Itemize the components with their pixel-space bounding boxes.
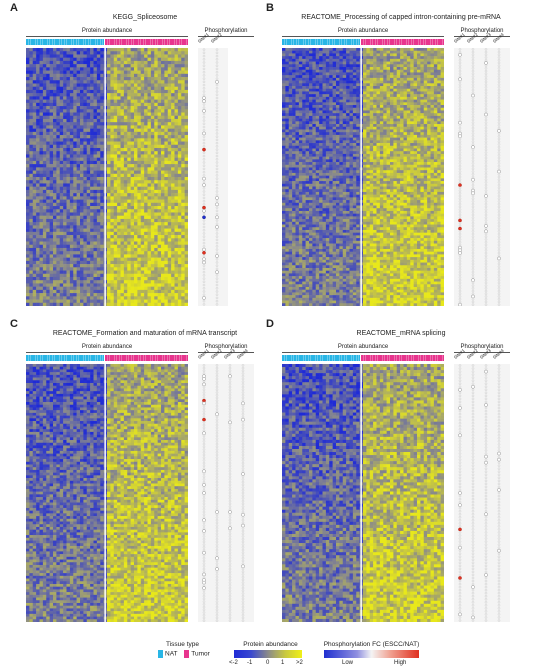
tissue-bar-tumor (105, 39, 188, 45)
panel-title: REACTOME_mRNA splicing (356, 330, 446, 337)
phospho-header: Phosphorylation (460, 28, 504, 34)
phosphorylation-grid (454, 48, 510, 306)
panel-b: B REACTOME_Processing of capped intron-co… (266, 2, 526, 308)
phospho-header-line (454, 352, 510, 353)
abundance-gradient (234, 650, 302, 658)
tissue-bar-nat (26, 355, 104, 361)
phospho-legend-title: Phosphorylation FC (ESCC/NAT) (323, 641, 420, 648)
phospho-header: Phosphorylation (204, 344, 248, 350)
phospho-high-label: High (394, 660, 407, 666)
phospho-header-line (198, 352, 254, 353)
abundance-tick-4: >2 (296, 660, 303, 666)
phospho-header-line (454, 36, 510, 37)
tissue-bar-tumor (361, 355, 444, 361)
nat-swatch (158, 650, 163, 658)
panel-label: D (266, 318, 274, 330)
tumor-label: Tumor (191, 650, 210, 658)
phosphorylation-grid (454, 364, 510, 622)
tumor-swatch (184, 650, 190, 658)
phosphorylation-grid (198, 48, 228, 306)
phosphorylation-grid (198, 364, 254, 622)
panel-title: REACTOME_Processing of capped intron-con… (301, 14, 501, 21)
panel-title: KEGG_Spliceosome (112, 14, 178, 21)
panel-label: B (266, 2, 274, 14)
abundance-tick-3: 1 (281, 660, 285, 666)
panel-c: C REACTOME_Formation and maturation of mR… (10, 318, 270, 624)
tissue-bar-tumor (361, 39, 444, 45)
abundance-legend-title: Protein abundance (243, 641, 298, 648)
panel-a: A KEGG_Spliceosome Protein abundance Phosph… (10, 2, 270, 308)
abundance-header: Protein abundance (337, 344, 389, 350)
tissue-legend-title: Tissue type (166, 641, 199, 648)
protein-abundance-heatmap (26, 364, 188, 622)
protein-abundance-heatmap (26, 48, 188, 306)
tissue-bar-nat (26, 39, 104, 45)
tissue-bar-tumor (105, 355, 188, 361)
abundance-header-line (26, 36, 188, 37)
panel-label: C (10, 318, 18, 330)
phospho-header: Phosphorylation (204, 28, 248, 34)
abundance-header-line (282, 352, 444, 353)
abundance-header-line (26, 352, 188, 353)
abundance-header: Protein abundance (81, 344, 133, 350)
phospho-low-label: Low (342, 660, 354, 666)
panel-label: A (10, 2, 18, 14)
tissue-bar-nat (282, 355, 360, 361)
phospho-header-line (198, 36, 254, 37)
protein-abundance-heatmap (282, 48, 444, 306)
protein-abundance-heatmap (282, 364, 444, 622)
abundance-legend: Protein abundance <-2 -1 0 1 >2 (228, 641, 313, 669)
abundance-header: Protein abundance (337, 28, 389, 34)
tissue-legend: Tissue type NAT Tumor (158, 641, 228, 658)
tissue-bar-nat (282, 39, 360, 45)
nat-label: NAT (165, 650, 178, 658)
phospho-legend: Phosphorylation FC (ESCC/NAT) Low High (314, 641, 429, 669)
abundance-tick-0: <-2 (229, 660, 238, 666)
abundance-tick-2: 0 (266, 660, 270, 666)
phospho-header: Phosphorylation (460, 344, 504, 350)
abundance-header-line (282, 36, 444, 37)
panel-d: D REACTOME_mRNA splicing Protein abundance… (266, 318, 526, 624)
panel-title: REACTOME_Formation and maturation of mRN… (52, 330, 238, 337)
phospho-gradient (324, 650, 419, 658)
abundance-tick-1: -1 (247, 660, 253, 666)
abundance-header: Protein abundance (81, 28, 133, 34)
